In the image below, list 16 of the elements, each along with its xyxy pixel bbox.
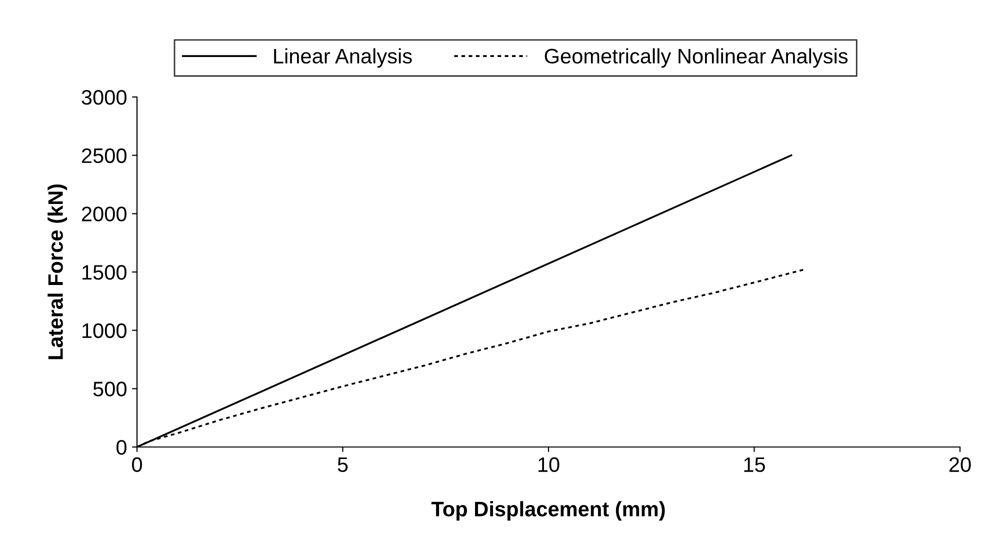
y-tick-label: 3000 (82, 90, 126, 105)
y-axis-title: Lateral Force (kN) (48, 184, 68, 360)
y-tick-label: 0 (116, 440, 126, 455)
x-axis-title: Top Displacement (mm) (431, 501, 665, 521)
legend-label: Linear Analysis (274, 48, 412, 68)
y-tick-label: 500 (93, 382, 126, 396)
x-tick-label: 5 (338, 457, 348, 472)
x-tick-label: 15 (744, 457, 765, 472)
x-tick-label: 10 (538, 457, 560, 472)
legend-label: Geometrically Nonlinear Analysis (544, 48, 848, 68)
y-tick-label: 2500 (82, 148, 126, 164)
x-tick-label: 20 (949, 457, 971, 472)
y-tick-label: 2000 (82, 206, 126, 222)
y-tick-label: 1500 (82, 265, 126, 280)
y-tick-label: 1000 (82, 323, 126, 338)
x-tick-label: 0 (132, 457, 142, 472)
